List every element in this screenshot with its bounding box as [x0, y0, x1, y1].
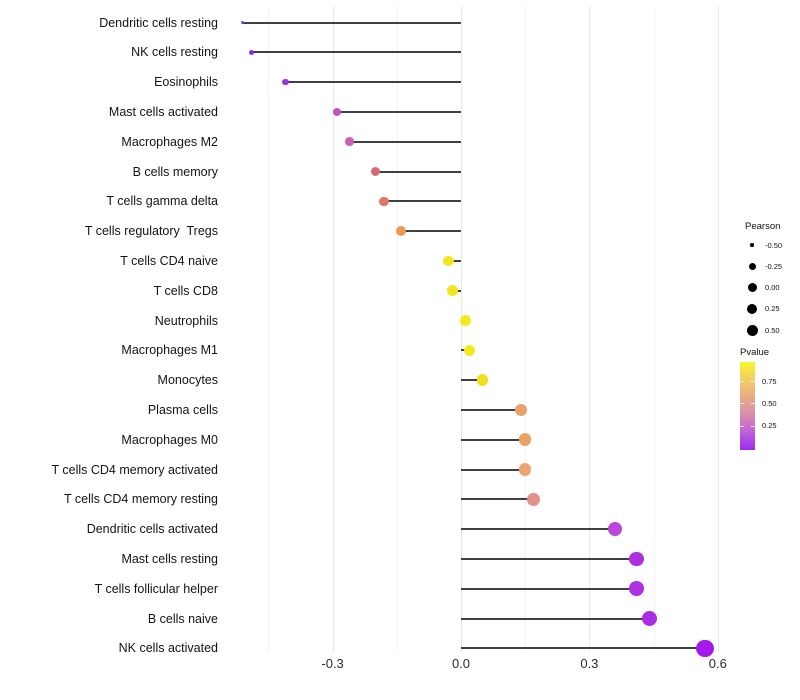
lollipop-stem	[401, 230, 461, 233]
x-axis-tick-label: -0.3	[321, 656, 344, 671]
lollipop-dot	[459, 314, 471, 327]
lollipop-stem	[461, 408, 521, 411]
lollipop-dot	[607, 522, 623, 537]
pvalue-legend-title: Pvalue	[740, 347, 770, 358]
gridline-major	[717, 6, 719, 652]
category-label: Neutrophils	[154, 313, 218, 328]
category-label: NK cells resting	[131, 45, 218, 60]
lollipop-dot	[332, 107, 341, 116]
lollipop-dot	[282, 78, 289, 86]
lollipop-dot	[241, 20, 245, 25]
legend-size-dot	[747, 303, 757, 314]
legend-size-label: 0.25	[765, 304, 780, 314]
lollipop-dot	[447, 285, 458, 297]
category-label: T cells CD8	[153, 283, 218, 298]
pvalue-bar-tick	[751, 403, 755, 405]
category-label: Eosinophils	[154, 75, 218, 90]
lollipop-dot	[514, 403, 528, 417]
gridline-minor	[396, 6, 398, 652]
category-label: Macrophages M2	[121, 134, 218, 149]
lollipop-stem	[461, 528, 616, 531]
pvalue-legend-label: 0.25	[762, 421, 777, 431]
pvalue-bar-tick	[740, 425, 744, 427]
lollipop-dot	[370, 166, 380, 177]
lollipop-dot	[248, 49, 254, 55]
lollipop-stem	[461, 587, 637, 590]
lollipop-stem	[242, 21, 461, 24]
lollipop-stem	[461, 557, 637, 560]
category-label: B cells memory	[132, 164, 218, 179]
lollipop-dot	[396, 226, 407, 237]
pvalue-bar-tick	[751, 381, 755, 382]
lollipop-dot	[696, 639, 714, 657]
category-label: Dendritic cells activated	[86, 522, 218, 537]
lollipop-stem	[461, 379, 483, 382]
lollipop-stem	[383, 200, 461, 203]
lollipop-stem	[349, 140, 461, 143]
legend-size-dot	[746, 324, 758, 336]
lollipop-dot	[476, 374, 489, 386]
gridline-minor	[268, 6, 270, 652]
pearson-legend-title: Pearson	[745, 221, 781, 232]
lollipop-stem	[461, 438, 526, 441]
legend-size-dot	[748, 262, 756, 270]
category-label: Macrophages M1	[121, 343, 218, 358]
gridline-major	[461, 6, 462, 652]
lollipop-stem	[461, 498, 534, 501]
lollipop-dot	[463, 344, 476, 356]
legend-size-label: 0.00	[765, 283, 780, 293]
gridline-major	[332, 6, 334, 652]
pvalue-legend-label: 0.75	[762, 376, 777, 386]
legend-size-label: -0.25	[765, 261, 783, 271]
legend-size-dot	[750, 243, 754, 247]
pvalue-bar-tick	[751, 425, 755, 427]
pvalue-legend-label: 0.50	[762, 398, 777, 408]
category-label: Macrophages M0	[121, 432, 218, 447]
category-label: B cells naive	[147, 611, 218, 626]
x-axis-tick-label: 0.6	[708, 656, 727, 671]
lollipop-dot	[345, 137, 354, 146]
category-label: NK cells activated	[118, 641, 218, 656]
lollipop-stem	[375, 170, 461, 173]
category-label: Mast cells resting	[121, 551, 218, 566]
lollipop-stem	[448, 259, 461, 262]
gridline-minor	[653, 6, 655, 652]
lollipop-dot	[518, 433, 532, 446]
lollipop-stem	[461, 617, 650, 620]
lollipop-stem	[336, 110, 461, 113]
pvalue-bar-tick	[740, 381, 744, 382]
gridline-major	[589, 6, 591, 652]
lollipop-dot	[379, 196, 389, 206]
lollipop-dot	[629, 551, 644, 567]
gridline-minor	[525, 6, 527, 652]
lollipop-dot	[518, 463, 532, 476]
lollipop-dot	[641, 610, 657, 627]
category-label: Mast cells activated	[108, 104, 218, 119]
lollipop-stem	[251, 51, 461, 54]
lollipop-stem	[461, 468, 526, 471]
category-label: T cells CD4 memory resting	[64, 492, 218, 507]
category-label: Monocytes	[157, 373, 218, 388]
category-label: Plasma cells	[147, 402, 218, 417]
category-label: T cells gamma delta	[106, 194, 218, 209]
lollipop-dot	[527, 492, 541, 506]
category-label: T cells CD4 memory activated	[51, 462, 219, 477]
lollipop-stem	[461, 647, 705, 650]
x-axis-tick-label: 0.0	[451, 656, 471, 671]
lollipop-dot	[442, 255, 454, 267]
pvalue-bar-tick	[740, 403, 744, 405]
lollipop-dot	[629, 581, 644, 597]
category-label: Dendritic cells resting	[99, 15, 218, 30]
legend-size-label: 0.50	[765, 325, 780, 335]
category-label: T cells follicular helper	[94, 581, 218, 596]
category-label: T cells regulatory Tregs	[84, 224, 218, 239]
x-axis-tick-label: 0.3	[580, 656, 599, 671]
category-label: T cells CD4 naive	[120, 253, 218, 268]
legend-size-label: -0.50	[765, 240, 783, 250]
pvalue-gradient-bar	[740, 362, 755, 450]
legend-size-dot	[747, 283, 757, 293]
lollipop-stem	[285, 81, 461, 84]
